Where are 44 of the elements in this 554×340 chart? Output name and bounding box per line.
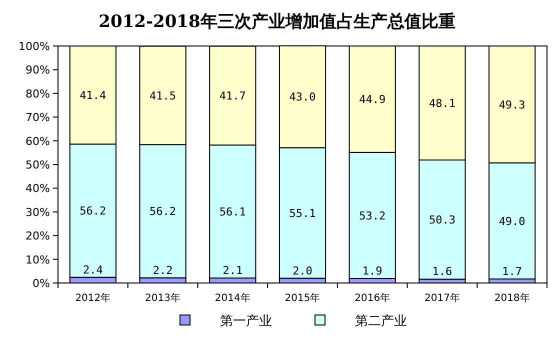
data-label: 1.9 [362, 264, 382, 278]
data-label: 2.0 [292, 264, 312, 278]
data-label: 49.0 [498, 214, 526, 228]
legend-item: 第二产业 [314, 314, 407, 329]
data-label: 49.3 [498, 98, 526, 112]
xtick: 2017年 [424, 293, 460, 304]
data-label: 50.3 [428, 214, 456, 227]
ytick: 0% [32, 277, 50, 290]
data-label: 2.4 [82, 263, 104, 276]
ytick: 80% [26, 87, 50, 100]
data-label: 55.1 [289, 206, 316, 220]
data-label: 56.2 [80, 204, 106, 218]
xtick: 2013年 [145, 293, 180, 304]
data-label: 44.9 [359, 93, 386, 106]
ytick: 10% [26, 253, 50, 266]
data-label: 43.0 [289, 90, 316, 104]
ytick: 60% [26, 134, 50, 148]
data-label: 56.1 [219, 206, 246, 219]
legend-label: 第二产业 [355, 314, 407, 329]
ytick: 30% [26, 206, 50, 219]
data-label: 1.6 [432, 265, 452, 278]
ytick: 90% [26, 64, 50, 77]
xtick: 2014年 [214, 293, 250, 304]
xtick: 2016年 [354, 293, 390, 304]
data-label: 56.2 [150, 205, 176, 218]
ytick: 100% [18, 40, 50, 53]
data-label: 41.4 [80, 89, 107, 102]
xtick: 2018年 [494, 293, 530, 304]
data-label: 41.7 [219, 90, 246, 103]
data-label: 1.7 [502, 264, 522, 278]
data-label: 48.1 [428, 97, 456, 110]
data-label: 2.1 [222, 264, 243, 278]
xtick: 2015年 [284, 293, 320, 304]
legend-label: 第一产业 [220, 314, 272, 329]
ytick: 40% [26, 182, 50, 196]
data-label: 41.5 [150, 89, 176, 102]
title: 2012-2018年三次产业增加值占生产总值比重 [98, 12, 456, 32]
data-label: 2.2 [152, 264, 173, 277]
ytick: 50% [26, 158, 50, 172]
ytick: 70% [26, 111, 50, 124]
legend-item: 第一产业 [180, 314, 272, 329]
xtick: 2012年 [75, 293, 111, 304]
data-label: 53.2 [359, 209, 386, 222]
ytick: 20% [26, 230, 50, 243]
